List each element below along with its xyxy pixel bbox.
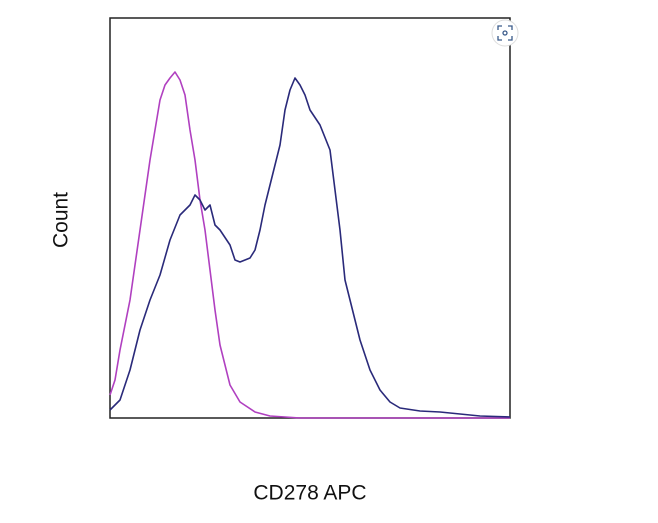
histogram-line <box>109 71 510 419</box>
icon-corners <box>497 25 513 41</box>
icon-button[interactable] <box>491 19 519 47</box>
x-axis-label: CD278 APC <box>253 482 366 505</box>
focus-icon[interactable] <box>491 19 519 47</box>
icon-dot <box>502 30 508 36</box>
y-axis-label: Count <box>50 192 73 248</box>
histogram-line <box>109 77 511 418</box>
